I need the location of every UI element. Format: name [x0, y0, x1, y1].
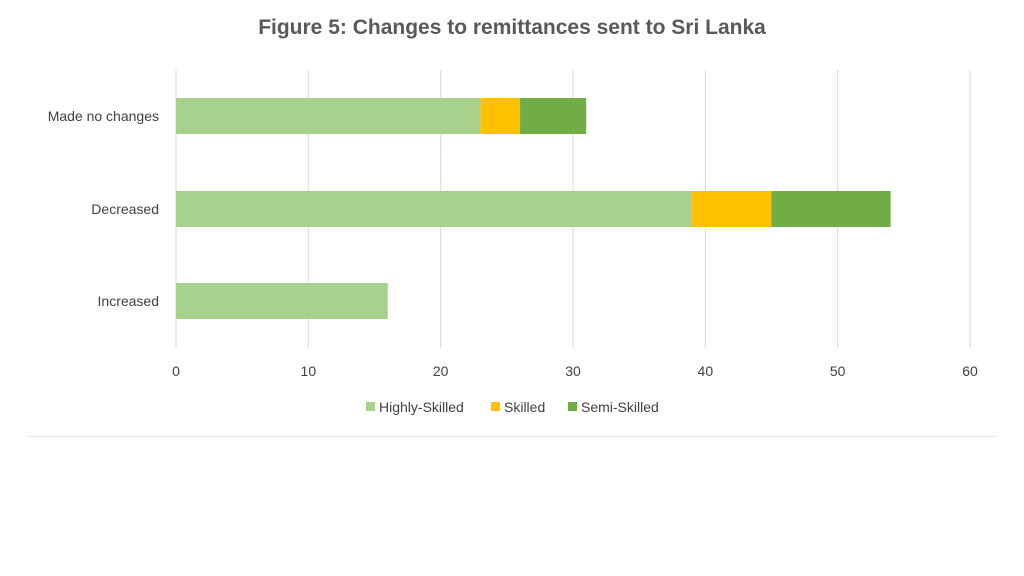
- legend: Highly-Skilled Skilled Semi-Skilled: [366, 399, 659, 415]
- bar-segment-skilled: [480, 98, 521, 134]
- x-tick-label: 60: [962, 363, 978, 379]
- bar-segment-highly-skilled: [176, 98, 481, 134]
- bar-segment-semi-skilled: [771, 191, 891, 227]
- bar-segment-highly-skilled: [176, 191, 693, 227]
- category-label: Made no changes: [48, 108, 159, 124]
- category-label: Decreased: [91, 201, 159, 217]
- legend-swatch: [366, 402, 375, 411]
- x-tick-label: 40: [698, 363, 714, 379]
- legend-swatch: [568, 402, 577, 411]
- x-tick-label: 0: [172, 363, 180, 379]
- x-tick-label: 20: [433, 363, 449, 379]
- legend-label: Skilled: [504, 399, 545, 415]
- bar-segment-semi-skilled: [520, 98, 587, 134]
- legend-swatch: [491, 402, 500, 411]
- tick-label-layer: 0 10 20 30 40 50 60: [172, 363, 978, 379]
- category-label-layer: Made no changes Decreased Increased: [48, 108, 159, 309]
- chart-title: Figure 5: Changes to remittances sent to…: [258, 16, 766, 39]
- x-tick-label: 10: [301, 363, 317, 379]
- legend-label: Highly-Skilled: [379, 399, 464, 415]
- bar-segment-highly-skilled: [176, 283, 388, 319]
- legend-label: Semi-Skilled: [581, 399, 659, 415]
- x-tick-label: 30: [565, 363, 581, 379]
- category-label: Increased: [98, 293, 159, 309]
- x-tick-label: 50: [830, 363, 846, 379]
- bar-layer: [176, 98, 891, 319]
- divider: [28, 436, 996, 437]
- bar-segment-skilled: [692, 191, 772, 227]
